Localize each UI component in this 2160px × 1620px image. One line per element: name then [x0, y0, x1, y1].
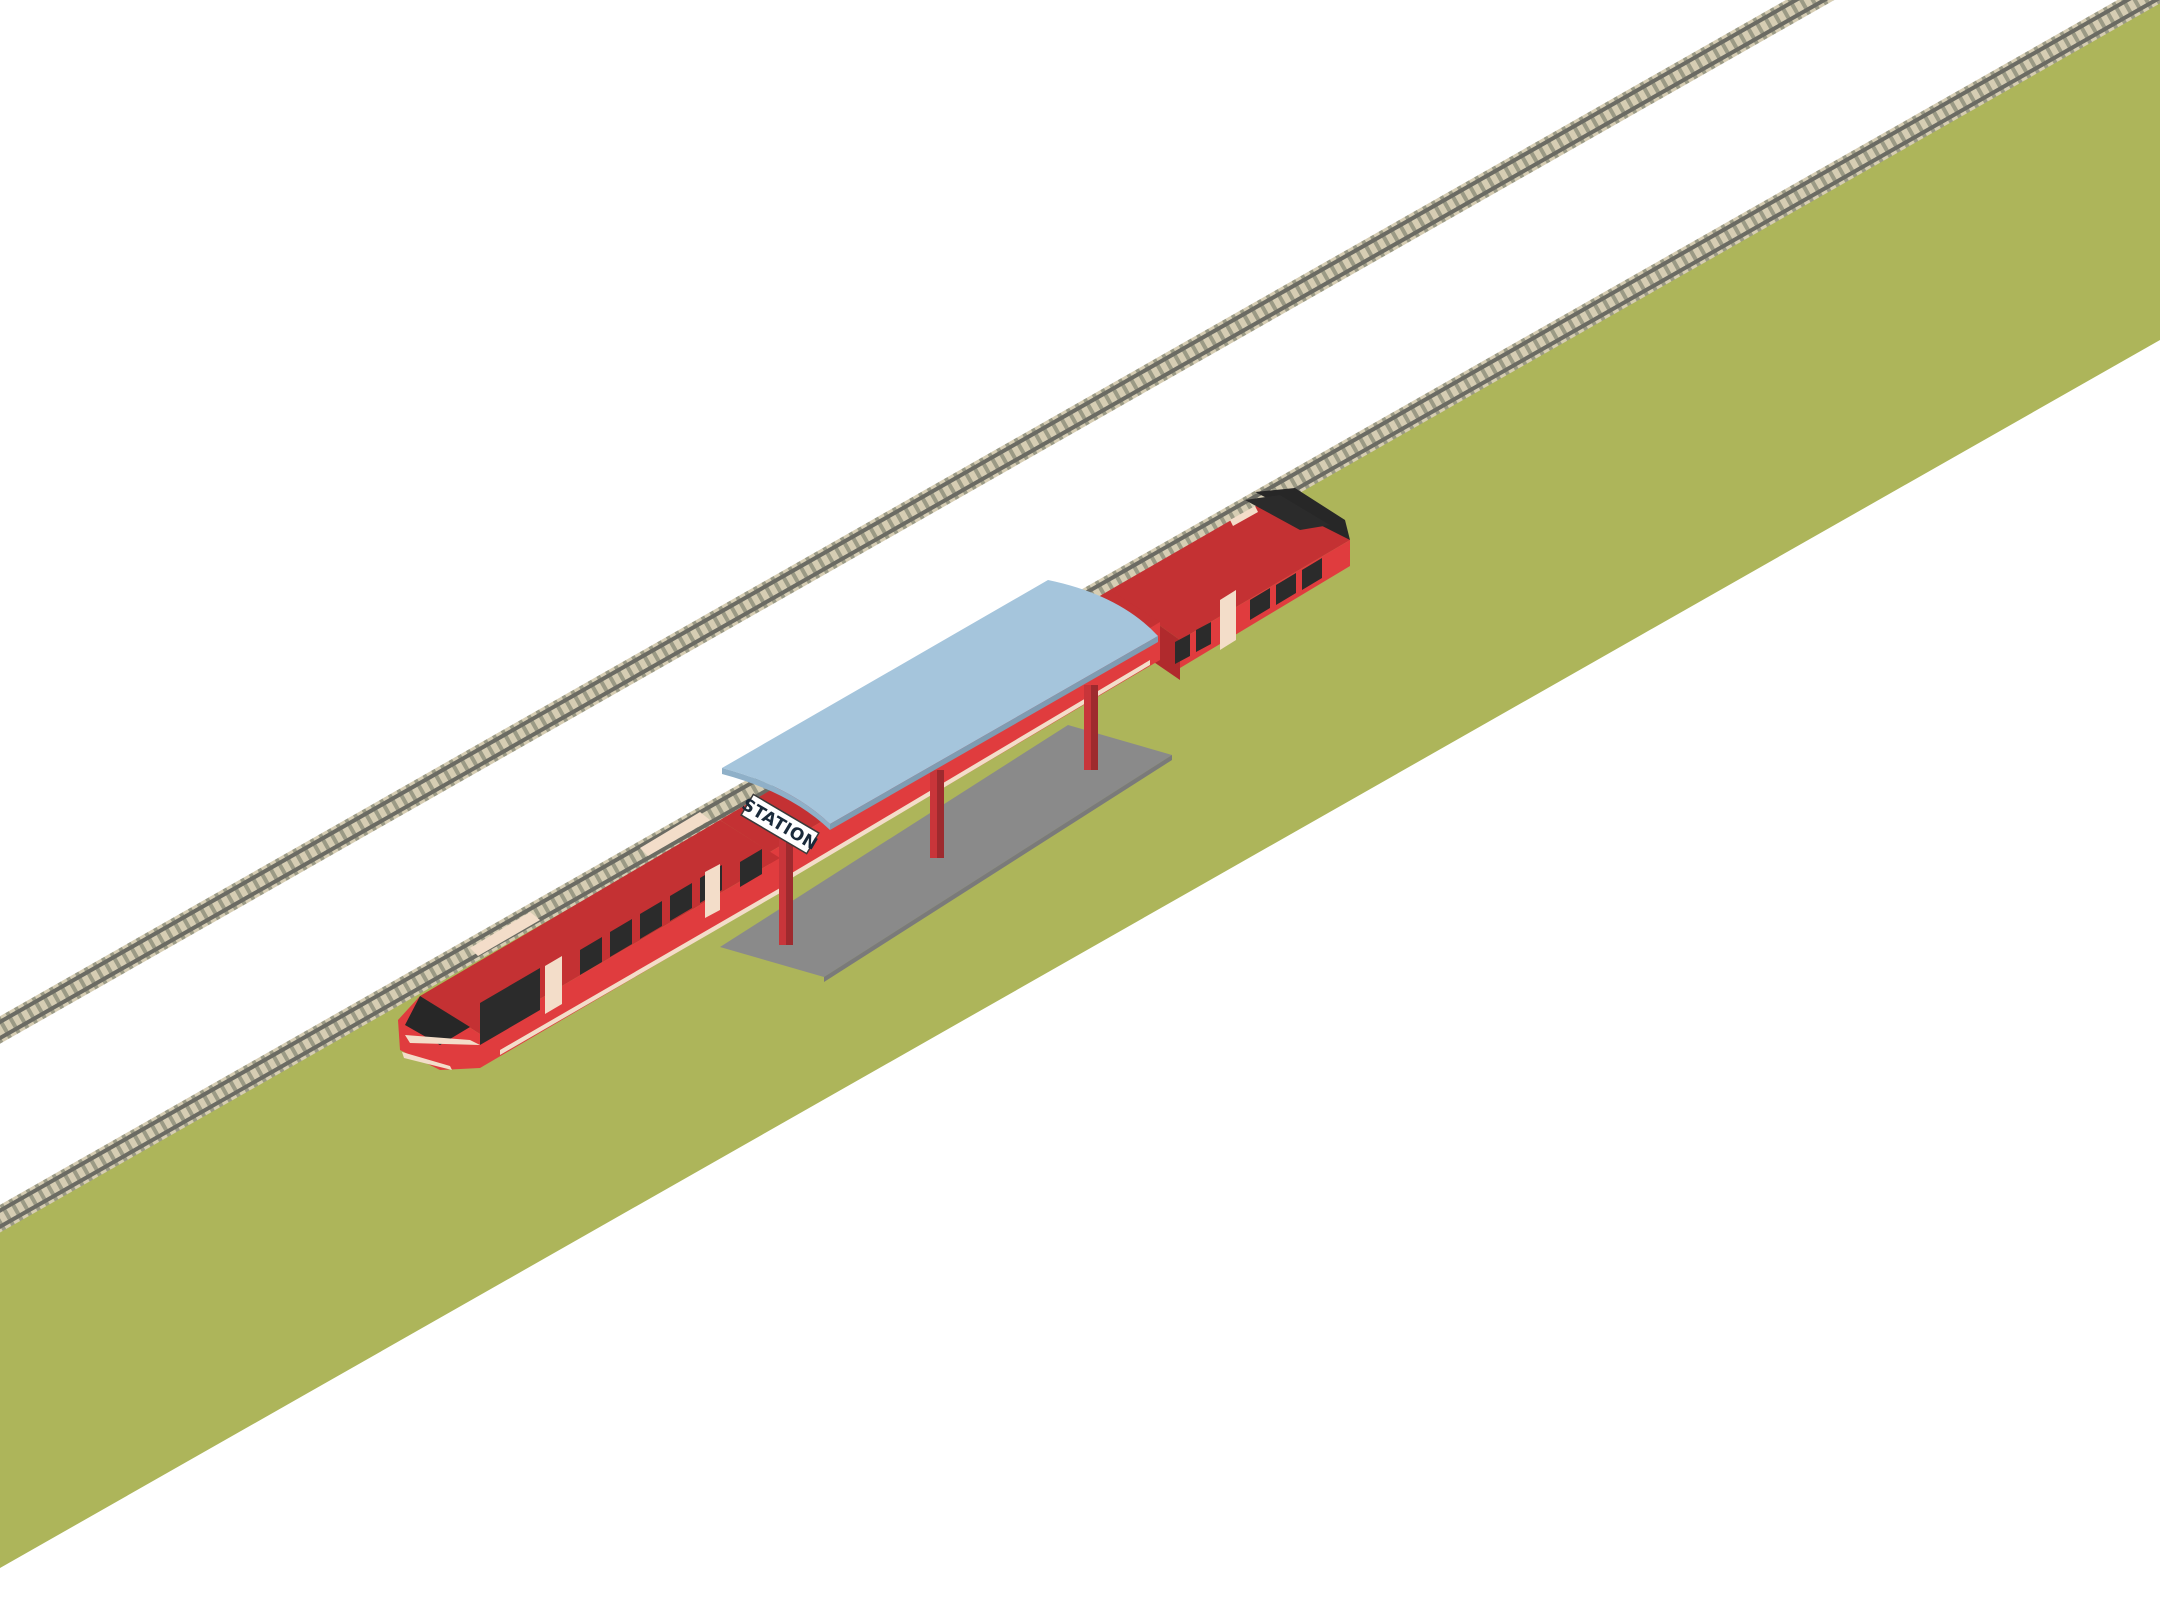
station-roof	[722, 580, 1158, 830]
platform-shadow-edge	[824, 755, 1172, 982]
station-platform	[720, 725, 1172, 977]
railway-track-upper	[0, 0, 2160, 1131]
pole-shade	[786, 685, 1098, 945]
